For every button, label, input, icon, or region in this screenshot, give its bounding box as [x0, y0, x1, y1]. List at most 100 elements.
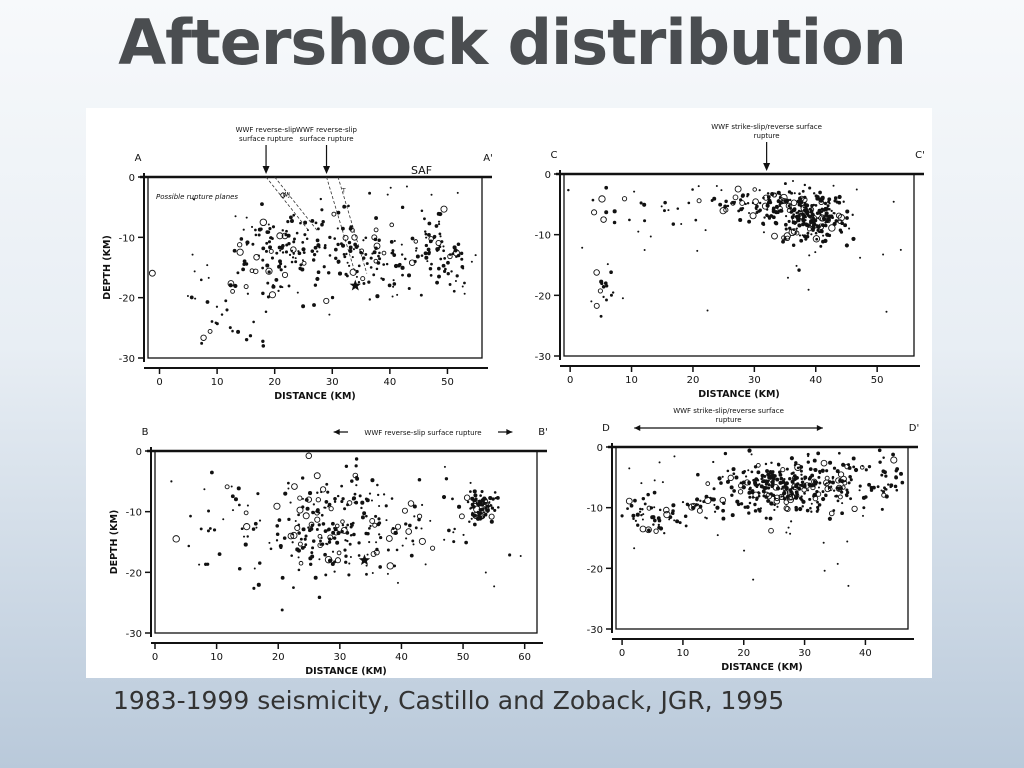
aftershock-point — [880, 507, 884, 511]
aftershock-point — [779, 193, 782, 196]
aftershock-point — [658, 508, 662, 512]
aftershock-point — [855, 188, 858, 191]
aftershock-point — [794, 230, 800, 236]
aftershock-point — [773, 503, 776, 507]
aftershock-point — [816, 500, 819, 504]
aftershock-point — [812, 458, 817, 463]
aftershock-point — [567, 188, 570, 192]
aftershock-point — [727, 474, 734, 482]
aftershock-point — [412, 543, 415, 546]
aftershock-point — [310, 523, 314, 527]
aftershock-point — [696, 249, 699, 252]
aftershock-point — [336, 259, 341, 264]
aftershock-point — [787, 190, 792, 194]
aftershock-point — [347, 573, 351, 577]
aftershock-point — [746, 201, 750, 205]
aftershock-point — [244, 337, 249, 342]
aftershock-point — [452, 249, 460, 257]
aftershock-point — [336, 210, 341, 215]
aftershock-point — [312, 303, 316, 307]
aftershock-point — [810, 510, 813, 513]
aftershock-point — [346, 500, 353, 506]
aftershock-point — [292, 213, 296, 217]
panel-frame — [563, 173, 915, 357]
aftershock-point — [817, 226, 820, 230]
aftershock-point — [279, 268, 283, 272]
aftershock-point — [695, 497, 700, 502]
aftershock-point — [350, 479, 354, 483]
aftershock-point — [642, 202, 647, 207]
aftershock-point — [621, 297, 624, 300]
aftershock-point — [711, 497, 716, 502]
aftershock-point — [747, 490, 752, 495]
aftershock-point — [696, 507, 703, 514]
aftershock-point — [797, 209, 801, 213]
aftershock-point — [601, 284, 606, 289]
aftershock-point — [712, 487, 716, 491]
aftershock-point — [297, 541, 303, 547]
aftershock-point — [635, 512, 640, 517]
aftershock-point — [272, 283, 275, 286]
aftershock-point — [266, 281, 270, 285]
aftershock-point — [377, 254, 380, 258]
x-tick-label: 30 — [326, 377, 339, 388]
annotation-text: surface rupture — [299, 135, 353, 143]
aftershock-point — [712, 460, 715, 464]
aftershock-point — [787, 526, 790, 529]
aftershock-point — [600, 216, 607, 223]
aftershock-point — [313, 472, 321, 480]
aftershock-point — [233, 283, 238, 289]
aftershock-point — [725, 479, 730, 484]
aftershock-point — [203, 488, 206, 491]
aftershock-point — [456, 191, 459, 194]
aftershock-point — [323, 529, 328, 533]
aftershock-point — [303, 220, 308, 225]
aftershock-point — [832, 221, 837, 227]
aftershock-point — [371, 571, 374, 574]
aftershock-point — [889, 483, 894, 488]
aftershock-point — [281, 271, 289, 279]
aftershock-point — [349, 268, 357, 276]
aftershock-point — [199, 278, 203, 282]
y-axis-label: DEPTH (KM) — [109, 510, 120, 575]
aftershock-point — [275, 539, 279, 542]
aftershock-point — [810, 216, 816, 223]
annotation-text: WWF strike-slip/reverse surface — [673, 407, 784, 415]
aftershock-point — [887, 483, 890, 486]
aftershock-point — [352, 248, 356, 251]
aftershock-point — [428, 266, 433, 271]
mainshock-star — [358, 554, 371, 566]
aftershock-point — [476, 514, 480, 517]
aftershock-point — [372, 250, 377, 255]
aftershock-point — [246, 292, 249, 295]
aftershock-point — [891, 452, 895, 457]
aftershock-point — [789, 456, 794, 461]
aftershock-point — [811, 227, 815, 231]
aftershock-point — [405, 537, 408, 540]
aftershock-point — [597, 288, 603, 294]
aftershock-point — [464, 540, 468, 545]
aftershock-point — [798, 234, 802, 237]
aftershock-point — [881, 490, 886, 494]
aftershock-point — [806, 460, 810, 464]
aftershock-point — [368, 526, 371, 530]
aftershock-point — [716, 534, 719, 537]
aftershock-point — [415, 254, 420, 259]
aftershock-point — [832, 509, 836, 512]
aftershock-point — [721, 516, 726, 521]
aftershock-point — [668, 518, 671, 521]
x-axis-label: DISTANCE (KM) — [721, 662, 803, 673]
aftershock-point — [812, 494, 816, 498]
aftershock-point — [390, 527, 398, 535]
aftershock-point — [331, 550, 335, 553]
aftershock-point — [415, 247, 418, 250]
aftershock-point — [802, 212, 805, 215]
aftershock-point — [704, 229, 707, 232]
aftershock-point — [880, 473, 884, 477]
aftershock-point — [343, 507, 347, 511]
aftershock-point — [261, 344, 266, 348]
aftershock-point — [632, 517, 635, 521]
aftershock-point — [261, 339, 265, 343]
aftershock-point — [375, 267, 379, 271]
aftershock-point — [771, 476, 776, 481]
